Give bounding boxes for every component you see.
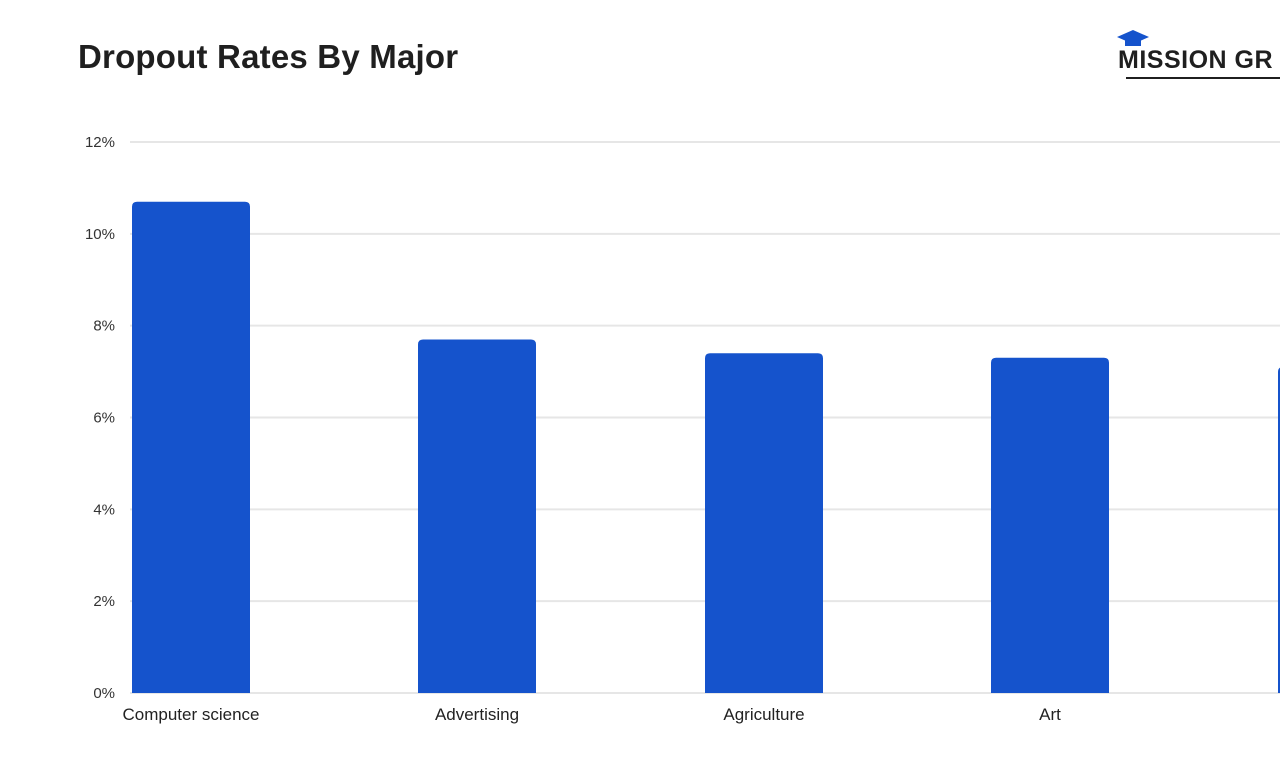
y-tick-label: 12% [85, 134, 115, 151]
logo-text: MISSION GR [1118, 46, 1274, 74]
y-tick-label: 6% [93, 410, 115, 427]
bar [705, 353, 823, 693]
x-category-label: Advertising [435, 705, 519, 724]
logo-underline [1126, 77, 1280, 79]
bar [132, 201, 250, 694]
y-tick-label: 2% [93, 593, 115, 610]
x-category-label: Computer science [122, 705, 259, 724]
x-category-label: Agriculture [723, 705, 804, 724]
bar [418, 339, 536, 693]
y-tick-label: 10% [85, 226, 115, 243]
x-category-label: Art [1039, 705, 1061, 724]
mission-graduate-logo: MISSION GR [1112, 28, 1280, 84]
y-tick-label: 4% [93, 501, 115, 518]
graduation-cap-icon [1117, 30, 1149, 46]
y-tick-label: 8% [93, 318, 115, 335]
chart-title: Dropout Rates By Major [78, 38, 459, 75]
bar [991, 357, 1109, 693]
y-tick-label: 0% [93, 685, 115, 702]
